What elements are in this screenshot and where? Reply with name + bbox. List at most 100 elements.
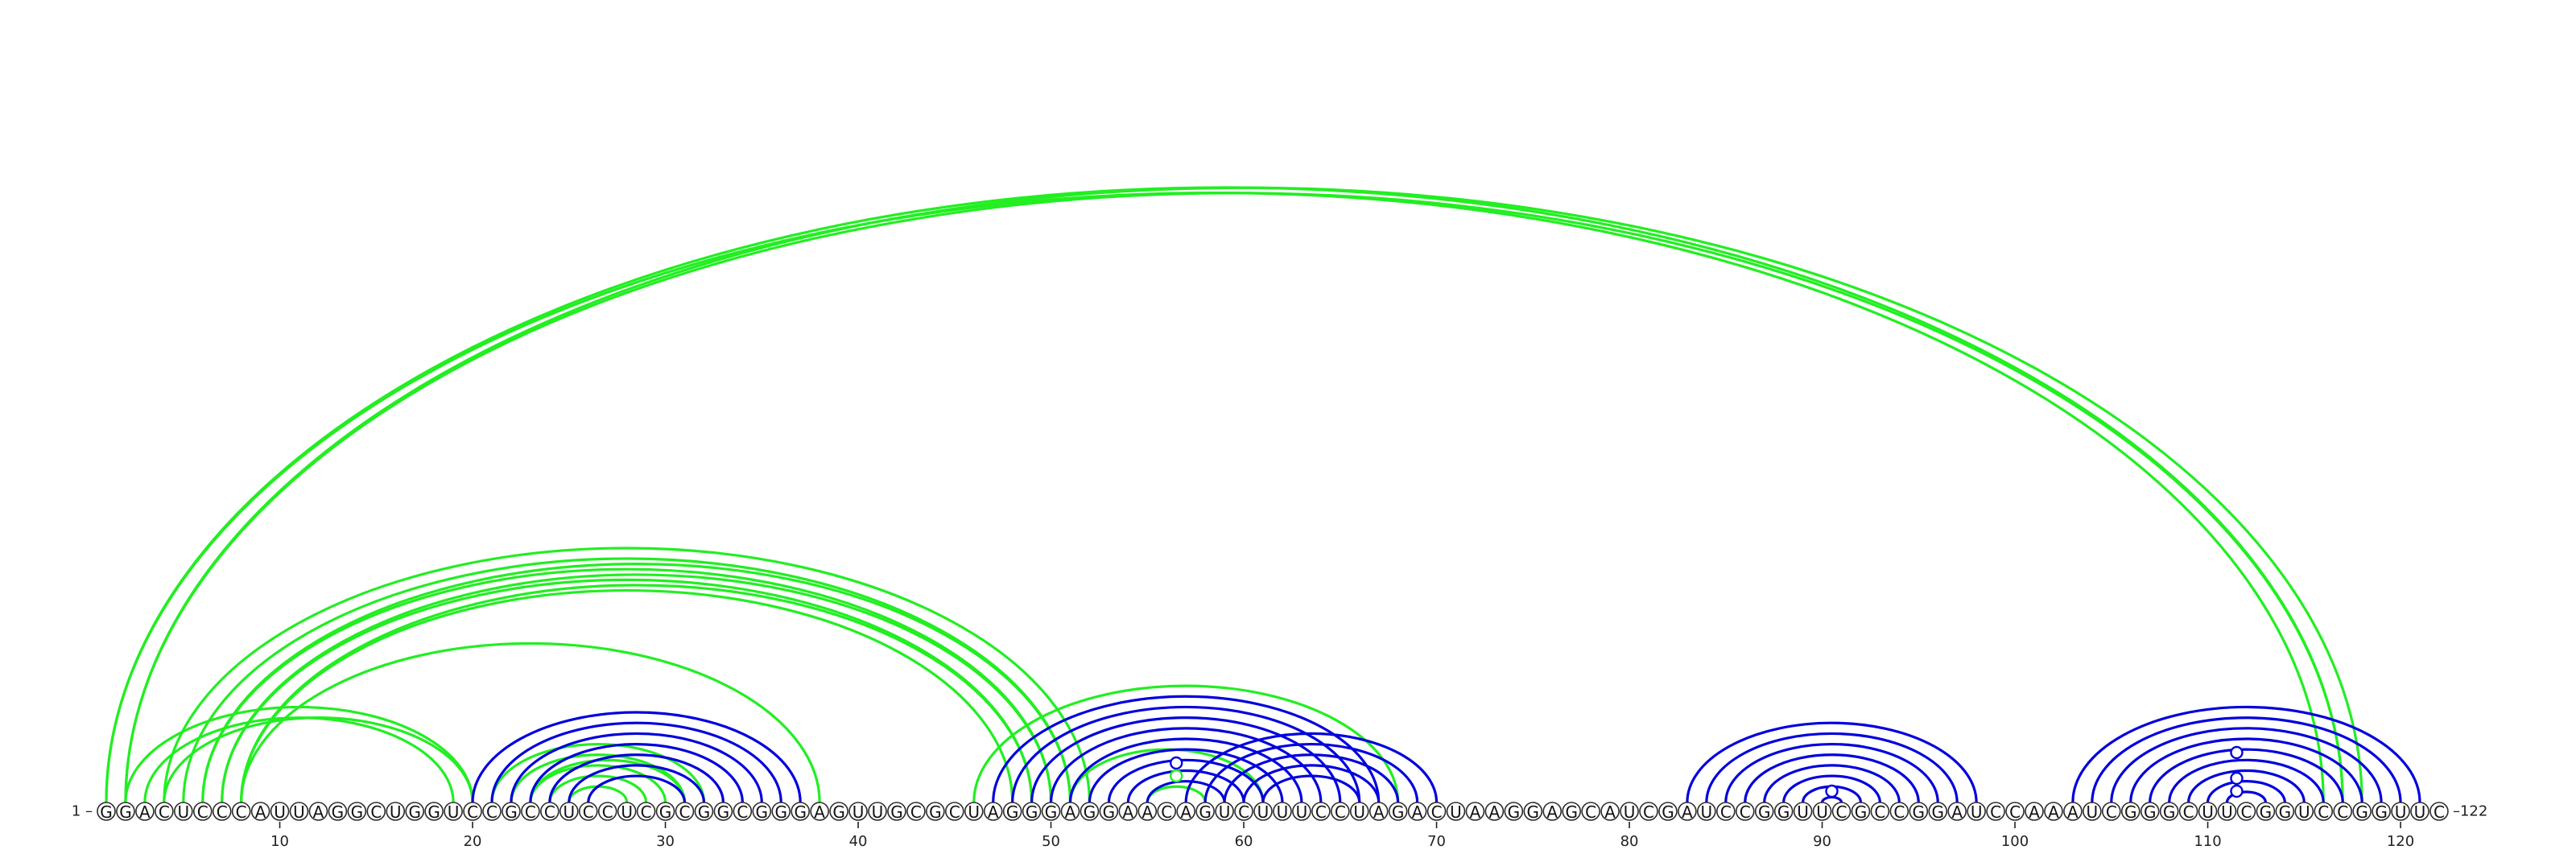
nucleotide-circle <box>1157 802 1177 821</box>
nucleotide-circle <box>347 802 367 821</box>
nucleotide: A <box>1368 802 1389 822</box>
nucleotide: C <box>733 802 753 822</box>
nucleotide-circle <box>2044 802 2063 821</box>
nucleotide-letter: C <box>1315 802 1327 822</box>
nucleotide-circle <box>926 802 945 821</box>
nucleotide-circle <box>868 802 887 821</box>
nucleotide-letter: C <box>1643 802 1654 822</box>
nucleotide-letter: G <box>890 802 903 822</box>
nucleotide-letter: U <box>390 802 402 822</box>
nucleotide-letter: A <box>1065 802 1076 822</box>
base-pair-arc <box>490 742 706 803</box>
base-pair-arc <box>1763 764 1901 803</box>
nucleotide-circle <box>2217 802 2237 821</box>
nucleotide-letter: C <box>197 802 208 822</box>
nucleotide: C <box>1157 802 1177 822</box>
tick-label: 20 <box>464 833 482 850</box>
nucleotide-circle <box>1831 802 1852 821</box>
nucleotide: G <box>1562 802 1581 822</box>
nucleotide-letter: A <box>814 802 825 822</box>
nucleotide-circle <box>424 802 444 821</box>
nucleotide-letter: C <box>370 802 382 822</box>
nucleotide-circle <box>231 802 251 821</box>
base-pair-arc <box>1744 753 1920 803</box>
nucleotide-letter: G <box>332 802 345 822</box>
loop-marks <box>1170 745 2244 798</box>
nucleotide-letter: U <box>293 802 305 822</box>
nucleotide: G <box>887 802 906 822</box>
nucleotide: U <box>559 802 579 822</box>
nucleotide-circle <box>405 802 425 821</box>
nucleotide-circle <box>1465 802 1485 821</box>
nucleotide: C <box>675 802 695 822</box>
nucleotide-letter: U <box>2395 802 2407 822</box>
nucleotide-circle <box>1581 802 1600 821</box>
nucleotide-letter: C <box>679 802 691 822</box>
nucleotide-circle <box>713 802 733 821</box>
nucleotide-circle <box>1504 802 1524 821</box>
nucleotide-letter: A <box>1682 802 1693 822</box>
nucleotide: C <box>463 802 482 822</box>
nucleotide-circle <box>887 802 906 821</box>
nucleotide-letter: C <box>583 802 594 822</box>
nucleotide: G <box>655 802 675 822</box>
nucleotide: C <box>1831 802 1852 822</box>
nucleotide-circle <box>2198 802 2218 821</box>
nucleotide-circle <box>2178 802 2198 821</box>
nucleotide-circle <box>810 802 829 821</box>
nucleotide: A <box>2063 802 2083 822</box>
nucleotide-letter: G <box>794 802 807 822</box>
base-pair-arc <box>1146 780 1226 803</box>
nucleotide: C <box>906 802 926 822</box>
nucleotide-circle <box>2140 802 2160 821</box>
loop-marker <box>2230 745 2244 760</box>
base-pair-arc <box>548 753 724 803</box>
nucleotide-circle <box>2083 802 2102 821</box>
nucleotide-circle <box>2275 802 2295 821</box>
position-axis: 10 20 30 40 50 60 70 80 90 100 110 120 <box>270 822 2414 850</box>
tick-label: 70 <box>1427 833 1446 850</box>
nucleotide-circle <box>2429 802 2449 821</box>
nucleotide-circle <box>1870 802 1890 821</box>
nucleotide-letter: C <box>217 802 228 822</box>
nucleotide-circle <box>1099 802 1119 821</box>
nucleotide: U <box>1446 802 1466 822</box>
nucleotide-circle <box>2294 802 2314 821</box>
nucleotide: G <box>1523 802 1543 822</box>
loop-marker <box>1825 784 1839 798</box>
nucleotide-circle <box>174 802 193 821</box>
nucleotide: C <box>231 802 251 822</box>
nucleotide: G <box>116 802 135 822</box>
nucleotide: G <box>2372 802 2391 822</box>
nucleotide-letter: G <box>698 802 711 822</box>
nucleotide: A <box>308 802 328 822</box>
nucleotide: U <box>2198 802 2218 822</box>
base-pair-arc <box>1261 774 1361 803</box>
nucleotide: A <box>1465 802 1485 822</box>
nucleotide: A <box>1484 802 1505 822</box>
nucleotide: U <box>1253 802 1273 822</box>
nucleotide: C <box>155 802 174 822</box>
base-pair-arc <box>106 193 2323 802</box>
tick-label: 60 <box>1235 833 1253 850</box>
nucleotide-circle <box>444 802 463 821</box>
nucleotide: G <box>424 802 444 822</box>
nucleotide: C <box>521 802 540 822</box>
nucleotide-circle <box>1484 802 1505 821</box>
nucleotide-circle <box>2005 802 2025 821</box>
nucleotide-circle <box>1986 802 2005 821</box>
nucleotide-circle <box>1967 802 1986 821</box>
base-pair-arc <box>1126 769 1245 803</box>
nucleotide-letter: U <box>968 802 980 822</box>
nucleotide-letter: G <box>1084 802 1096 822</box>
nucleotide: A <box>2044 802 2063 822</box>
nucleotide-circle <box>1331 802 1350 821</box>
nucleotide: C <box>578 802 598 822</box>
loop-marker <box>2230 784 2244 798</box>
nucleotide: C <box>1889 802 1909 822</box>
nucleotide-letter: U <box>1296 802 1308 822</box>
nucleotide: C <box>2236 802 2256 822</box>
nucleotide: U <box>270 802 290 822</box>
sequence-end-label: –122 <box>2453 803 2487 820</box>
